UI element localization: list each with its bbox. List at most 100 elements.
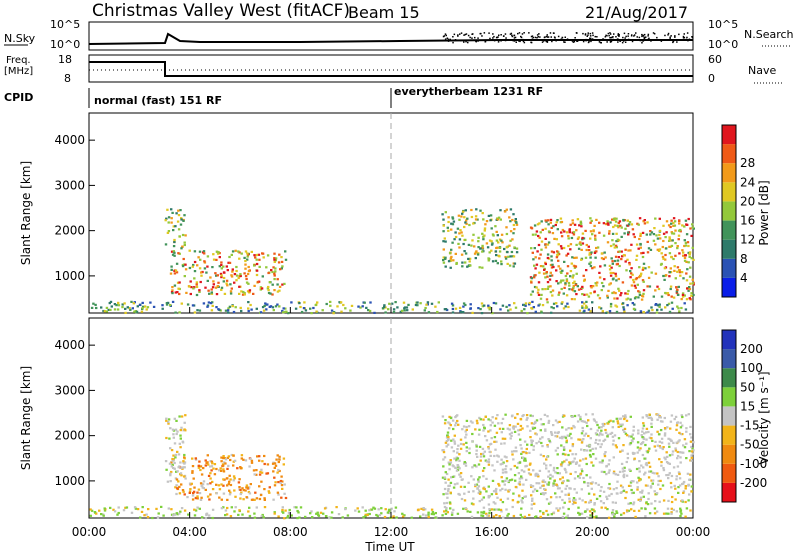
data-cell	[543, 488, 546, 491]
data-cell	[637, 432, 640, 435]
data-cell	[495, 487, 498, 491]
data-cell	[130, 511, 134, 514]
data-cell	[335, 506, 338, 509]
data-cell	[176, 281, 180, 284]
data-cell	[537, 482, 541, 485]
data-cell	[191, 498, 195, 501]
data-cell	[310, 510, 313, 513]
data-cell	[109, 308, 112, 311]
data-cell	[645, 462, 648, 465]
data-cell	[215, 492, 218, 495]
data-cell	[480, 452, 483, 456]
data-cell	[206, 304, 210, 307]
data-cell	[564, 305, 567, 308]
data-cell	[283, 282, 286, 285]
data-cell	[665, 474, 668, 477]
data-cell	[609, 432, 612, 435]
data-cell	[684, 308, 688, 311]
nsearch-point	[538, 33, 540, 35]
data-cell	[181, 489, 185, 492]
data-cell	[549, 221, 552, 224]
nsearch-point	[636, 36, 638, 38]
data-cell	[649, 470, 653, 473]
data-cell	[560, 435, 564, 438]
data-cell	[631, 302, 634, 305]
data-cell	[229, 483, 233, 487]
data-cell	[232, 464, 235, 467]
data-cell	[524, 459, 527, 462]
data-cell	[344, 307, 347, 310]
data-cell	[634, 296, 638, 299]
data-cell	[188, 482, 192, 485]
nsearch-point	[624, 41, 627, 43]
data-cell	[443, 502, 446, 505]
data-cell	[657, 433, 661, 436]
nsearch-point	[598, 41, 601, 43]
data-cell	[612, 271, 615, 275]
data-cell	[687, 261, 690, 264]
data-cell	[479, 418, 482, 421]
data-cell	[558, 420, 561, 423]
data-cell	[373, 311, 376, 314]
data-cell	[688, 286, 691, 289]
data-cell	[520, 516, 524, 519]
nsearch-point	[643, 33, 646, 36]
nsearch-point	[497, 41, 500, 43]
data-cell	[445, 509, 448, 512]
data-cell	[642, 437, 646, 440]
data-cell	[170, 465, 173, 468]
nsearch-point	[488, 32, 490, 34]
data-cell	[631, 273, 634, 276]
data-cell	[544, 243, 547, 246]
data-cell	[503, 210, 507, 213]
data-cell	[626, 292, 629, 295]
data-cell	[471, 432, 474, 436]
data-cell	[528, 303, 531, 306]
data-cell	[250, 498, 254, 501]
data-cell	[585, 248, 588, 252]
data-cell	[669, 481, 673, 485]
data-cell	[549, 496, 553, 499]
data-cell	[494, 225, 497, 228]
data-cell	[608, 268, 612, 271]
data-cell	[632, 429, 635, 432]
nsearch-point	[509, 33, 512, 35]
data-cell	[550, 431, 553, 434]
data-cell	[617, 287, 620, 290]
data-cell	[470, 208, 473, 212]
data-cell	[582, 438, 585, 441]
data-cell	[277, 515, 280, 518]
data-cell	[452, 486, 456, 489]
nsearch-point	[585, 39, 587, 42]
data-cell	[514, 479, 517, 482]
data-cell	[598, 231, 601, 234]
data-cell	[253, 516, 257, 519]
data-cell	[547, 419, 551, 422]
data-cell	[542, 493, 546, 496]
data-cell	[658, 303, 661, 306]
data-cell	[157, 512, 160, 515]
data-cell	[633, 509, 636, 512]
data-cell	[641, 436, 644, 439]
data-cell	[671, 239, 674, 242]
data-cell	[366, 513, 369, 517]
data-cell	[426, 303, 429, 306]
nsearch-point	[627, 33, 630, 35]
data-cell	[494, 448, 497, 451]
data-cell	[444, 419, 447, 422]
data-cell	[579, 415, 582, 418]
data-cell	[454, 421, 458, 424]
data-cell	[581, 426, 584, 430]
data-cell	[626, 224, 630, 227]
data-cell	[563, 414, 566, 417]
nsearch-point	[642, 34, 644, 37]
data-cell	[171, 211, 174, 214]
data-cell	[481, 447, 485, 450]
data-cell	[581, 470, 584, 473]
data-cell	[186, 496, 189, 499]
data-cell	[239, 306, 242, 309]
data-cell	[551, 294, 554, 297]
colorbar-tick-label: 200	[740, 342, 763, 356]
data-cell	[572, 274, 575, 277]
data-cell	[556, 487, 560, 490]
